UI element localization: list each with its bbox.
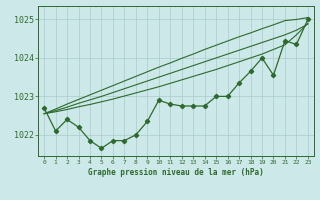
- X-axis label: Graphe pression niveau de la mer (hPa): Graphe pression niveau de la mer (hPa): [88, 168, 264, 177]
